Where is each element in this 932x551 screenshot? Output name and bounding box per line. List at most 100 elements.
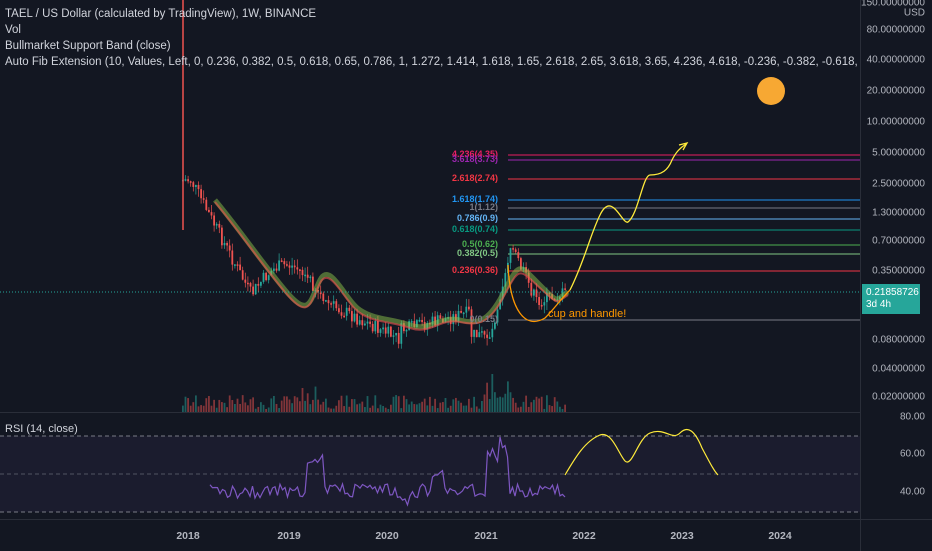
time-tick: 2021 xyxy=(474,530,498,542)
volume-bar xyxy=(561,408,564,412)
time-tick: 2023 xyxy=(670,530,694,542)
volume-bar xyxy=(504,393,507,412)
volume-bar xyxy=(348,406,351,412)
volume-bar xyxy=(205,398,208,412)
candle xyxy=(280,260,283,262)
candle xyxy=(249,283,252,287)
price-tick: 1.30000000 xyxy=(872,207,925,219)
band-indicator-label[interactable]: Bullmarket Support Band (close) xyxy=(5,40,171,52)
candle xyxy=(397,332,400,344)
volume-bar xyxy=(332,408,335,412)
fib-level-label: 3.618(3.73) xyxy=(451,154,498,164)
volume-bar xyxy=(423,398,426,412)
fib-level-label: 0.236(0.36) xyxy=(451,265,498,275)
volume-bar xyxy=(426,405,429,412)
candle xyxy=(540,305,543,307)
volume-bar xyxy=(444,397,447,412)
candle xyxy=(210,212,213,216)
volume-bar xyxy=(221,402,223,412)
candle xyxy=(319,292,322,295)
candle xyxy=(369,321,371,324)
volume-bar xyxy=(252,397,254,412)
volume-bar xyxy=(317,399,319,412)
rsi-pane[interactable]: RSI (14, close) xyxy=(0,412,860,520)
volume-indicator-label[interactable]: Vol xyxy=(5,24,21,36)
rsi-indicator-label[interactable]: RSI (14, close) xyxy=(5,423,78,435)
chart-legend: TAEL / US Dollar (calculated by TradingV… xyxy=(5,6,891,70)
volume-bar xyxy=(210,405,213,412)
candle xyxy=(218,223,221,228)
candle xyxy=(405,329,408,332)
candle xyxy=(431,316,434,325)
candle xyxy=(338,308,340,313)
fib-level-label: 1(1.12) xyxy=(469,202,498,212)
volume-bar xyxy=(270,398,273,412)
volume-bar xyxy=(431,405,434,412)
volume-bar xyxy=(400,408,403,412)
candle xyxy=(291,265,293,268)
candle xyxy=(234,264,236,266)
volume-bar xyxy=(249,399,252,412)
price-tick: 0.35000000 xyxy=(872,265,925,277)
volume-bar xyxy=(280,400,283,412)
candle xyxy=(564,288,566,290)
candle xyxy=(356,313,358,325)
volume-bar xyxy=(278,408,280,412)
candle xyxy=(231,250,234,265)
volume-bar xyxy=(283,396,286,412)
volume-bar xyxy=(291,403,293,412)
volume-bar xyxy=(296,397,299,412)
fib-level-label: 0.618(0.74) xyxy=(451,224,498,234)
volume-bar xyxy=(351,399,353,412)
candle xyxy=(353,313,356,322)
volume-bar xyxy=(418,403,421,412)
candle xyxy=(322,293,325,301)
fib-level-label: 1.618(1.74) xyxy=(451,194,498,204)
candle xyxy=(361,320,364,326)
symbol-title[interactable]: TAEL / US Dollar (calculated by TradingV… xyxy=(5,8,317,20)
candle xyxy=(533,289,535,296)
volume-bar xyxy=(236,398,239,412)
candle xyxy=(418,319,421,322)
candle xyxy=(184,179,187,181)
volume-bar xyxy=(535,396,538,412)
volume-bar xyxy=(483,394,486,412)
candle xyxy=(460,310,462,313)
volume-bar xyxy=(520,406,522,412)
volume-bar xyxy=(223,402,226,412)
volume-bar xyxy=(478,408,481,412)
candle xyxy=(197,184,200,190)
volume-bar xyxy=(481,400,483,412)
candle xyxy=(400,323,403,344)
candle xyxy=(473,329,475,337)
price-tick: 40.00000000 xyxy=(866,54,925,66)
volume-bar xyxy=(410,401,413,412)
volume-bar xyxy=(449,405,452,412)
volume-bar xyxy=(319,404,322,412)
volume-bar xyxy=(366,396,369,412)
volume-bar xyxy=(413,404,416,412)
volume-bar xyxy=(226,407,228,412)
candle xyxy=(239,264,241,271)
volume-bar xyxy=(262,404,265,412)
volume-bar xyxy=(314,386,317,412)
candle xyxy=(252,286,254,295)
fib-indicator-label[interactable]: Auto Fib Extension (10, Values, Left, 0,… xyxy=(5,56,891,68)
volume-bar xyxy=(447,407,449,412)
price-axis-currency: USD xyxy=(903,7,925,19)
candle xyxy=(236,264,239,266)
candle xyxy=(309,276,312,279)
price-tick: 2.50000000 xyxy=(872,178,925,190)
volume-bar xyxy=(382,405,384,412)
price-axis[interactable]: 150.00000000 USD 80.00000000 40.00000000… xyxy=(860,0,932,519)
time-axis[interactable]: 2018 2019 2020 2021 2022 2023 2024 xyxy=(0,519,860,551)
volume-bar xyxy=(202,405,205,412)
candle xyxy=(273,268,275,271)
candle xyxy=(488,337,491,339)
candle xyxy=(200,189,202,199)
candle xyxy=(377,320,379,333)
volume-bar xyxy=(312,399,314,412)
volume-bar xyxy=(522,401,525,412)
price-chart-pane[interactable]: TAEL / US Dollar (calculated by TradingV… xyxy=(0,0,891,412)
volume-bar xyxy=(301,388,304,412)
